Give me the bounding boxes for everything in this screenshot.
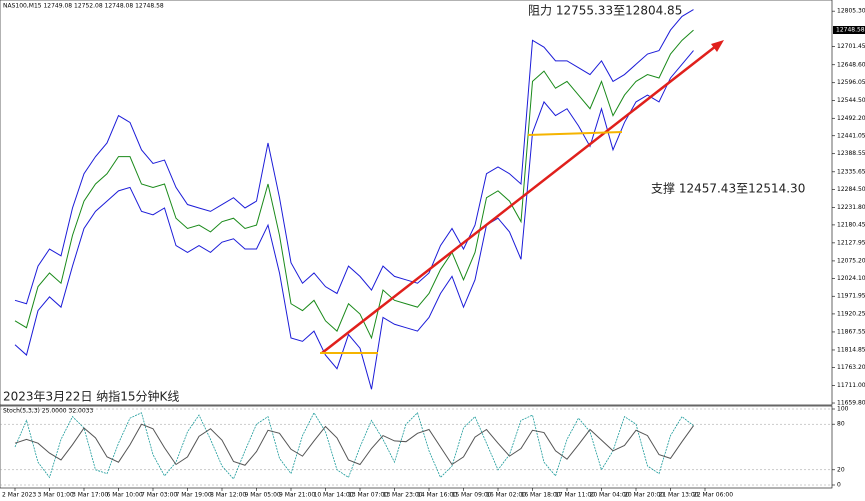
x-tick-label: 6 Mar 10:00 [107, 492, 143, 499]
y-tick-label: 12127.95 [837, 239, 865, 246]
y-tick-label: 20 [837, 466, 845, 473]
x-tick-label: 7 Mar 03:00 [141, 492, 177, 499]
x-tick-label: 21 Mar 13:00 [659, 492, 699, 499]
series-line [14, 29, 694, 340]
y-tick-label: 12284.50 [837, 186, 865, 193]
series-line [14, 9, 694, 305]
x-tick-label: 3 Mar 01:00 [38, 492, 74, 499]
stoch-title: Stoch(5,3,3) 25.0000 32.0033 [3, 408, 94, 415]
y-tick-label: 12024.10 [837, 275, 865, 282]
series-line [14, 423, 694, 466]
y-tick-label: 12701.45 [837, 43, 865, 50]
y-tick-label: 11659.80 [837, 400, 865, 407]
x-tick-label: 16 Mar 02:00 [486, 492, 526, 499]
y-tick-label: 12596.05 [837, 79, 865, 86]
y-tick-label: 12805.30 [837, 8, 865, 15]
x-tick-label: 13 Mar 23:00 [383, 492, 423, 499]
y-tick-label: 11920.25 [837, 310, 865, 317]
main-panel [0, 0, 833, 406]
x-tick-label: 3 Mar 17:00 [72, 492, 108, 499]
trend-line [321, 45, 717, 354]
chart-title: 2023年3月22日 纳指15分钟K线 [3, 389, 179, 404]
x-tick-label: 17 Mar 11:00 [555, 492, 595, 499]
x-tick-label: 7 Mar 19:00 [176, 492, 212, 499]
price-box [833, 26, 865, 34]
y-tick-label: 12441.05 [837, 132, 865, 139]
y-tick-label: 0 [837, 482, 841, 489]
trend-arrow [711, 40, 724, 52]
y-tick-label: 12492.20 [837, 115, 865, 122]
support-line [527, 131, 623, 136]
y-tick-label: 12075.20 [837, 257, 865, 264]
y-tick-label: 12231.80 [837, 204, 865, 211]
y-tick-label: 11867.55 [837, 328, 865, 335]
annotation: 阻力 12755.33至12804.85 [528, 4, 682, 18]
x-tick-label: 16 Mar 18:00 [521, 492, 561, 499]
y-tick-label: 11711.00 [837, 382, 865, 389]
y-tick-label: 11971.95 [837, 293, 865, 300]
x-tick-label: 10 Mar 14:00 [314, 492, 354, 499]
x-tick-label: 20 Mar 04:00 [590, 492, 630, 499]
y-tick-label: 12388.55 [837, 150, 865, 157]
y-tick-label: 12335.65 [837, 168, 865, 175]
y-tick-label: 100 [837, 406, 849, 413]
y-tick-label: 12544.50 [837, 97, 865, 104]
current-price: 12748.58 [836, 27, 865, 34]
y-tick-label: 11814.85 [837, 346, 865, 353]
header: NAS100,M15 12749.08 12752.08 12748.08 12… [3, 3, 164, 10]
x-tick-label: 9 Mar 05:00 [245, 492, 281, 499]
y-tick-label: 12648.60 [837, 61, 865, 68]
x-tick-label: 13 Mar 07:00 [348, 492, 388, 499]
annotation: 支撑 12457.43至12514.30 [651, 181, 805, 196]
series-line [14, 50, 694, 390]
y-tick-label: 80 [837, 421, 845, 428]
x-tick-label: 8 Mar 12:00 [210, 492, 246, 499]
x-tick-label: 2 Mar 2023 [2, 492, 36, 499]
x-tick-label: 9 Mar 21:00 [279, 492, 315, 499]
y-tick-label: 12180.45 [837, 221, 865, 228]
x-tick-label: 20 Mar 20:00 [624, 492, 664, 499]
x-tick-label: 14 Mar 16:00 [417, 492, 457, 499]
stoch-panel [0, 405, 833, 489]
x-tick-label: 15 Mar 09:00 [452, 492, 492, 499]
x-tick-label: 22 Mar 06:00 [693, 492, 733, 499]
y-tick-label: 11763.20 [837, 364, 865, 371]
